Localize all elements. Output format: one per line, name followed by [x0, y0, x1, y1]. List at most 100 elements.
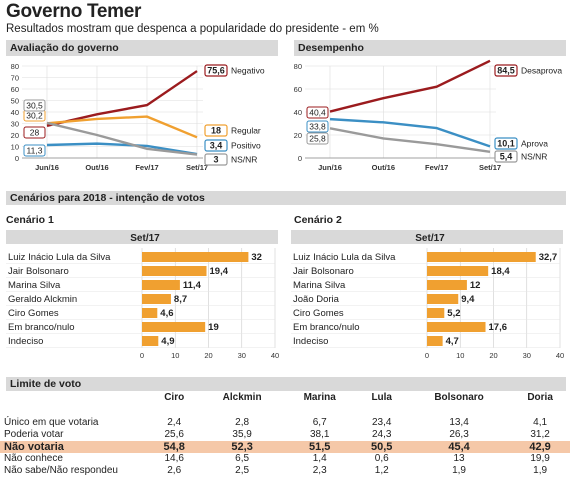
- candidate-label: Jair Bolsonaro: [293, 266, 354, 277]
- start-data-label: 30,5: [26, 101, 43, 111]
- start-data-label: 40,4: [309, 108, 326, 118]
- table-cell: 1,9: [533, 465, 548, 476]
- table-cell: 2,3: [312, 465, 327, 476]
- col-bolsonaro: Bolsonaro: [434, 392, 484, 403]
- candidate-label: Indeciso: [293, 336, 328, 347]
- x-tick-label: Fev/17: [135, 163, 158, 172]
- x-tick-label: Out/16: [372, 163, 395, 172]
- candidate-label: Indeciso: [8, 336, 43, 347]
- y-tick-label: 0: [298, 154, 302, 163]
- x-tick-label: 30: [523, 351, 531, 360]
- cenario1-title: Cenário 1: [6, 214, 54, 226]
- candidate-label: João Doria: [293, 294, 340, 305]
- y-tick-label: 10: [11, 143, 19, 152]
- x-tick-label: 40: [271, 351, 279, 360]
- y-tick-label: 60: [11, 85, 19, 94]
- candidate-label: Em branco/nulo: [293, 322, 360, 333]
- row-label: Não sabe/Não respondeu: [4, 465, 118, 476]
- y-tick-label: 20: [294, 131, 302, 140]
- y-tick-label: 40: [11, 108, 19, 117]
- table-cell: 35,9: [232, 429, 252, 440]
- end-label-box: [204, 153, 228, 166]
- table-cell: 23,4: [371, 417, 392, 428]
- start-data-label: 33,8: [309, 122, 326, 132]
- col-lula: Lula: [371, 392, 392, 403]
- x-tick-label: 20: [489, 351, 497, 360]
- x-tick-label: 20: [204, 351, 212, 360]
- col-doria: Doria: [527, 392, 553, 403]
- x-tick-label: Out/16: [85, 163, 108, 172]
- table-cell: 38,1: [309, 429, 330, 440]
- end-data-label: 5,4: [500, 152, 513, 162]
- y-tick-label: 50: [11, 97, 19, 106]
- table-cell: 45,4: [407, 441, 511, 453]
- start-label-box: [23, 126, 46, 139]
- section-desempenho-header: Desempenho: [294, 40, 566, 56]
- table-cell: 0,6: [374, 453, 389, 464]
- table-cell: 19,9: [530, 453, 550, 464]
- series-line-aprova: [329, 117, 491, 148]
- row-label: Não votaria: [0, 441, 148, 453]
- table-cell: 2,4: [167, 417, 182, 428]
- table-cell: 25,6: [164, 429, 184, 440]
- bar: [427, 280, 467, 290]
- series-line-nsnr: [329, 127, 491, 153]
- candidate-label: Geraldo Alckmin: [8, 294, 77, 305]
- period-strip: [6, 230, 278, 244]
- x-tick-label: Set/17: [479, 163, 501, 172]
- series-name-label: Aprova: [521, 139, 548, 149]
- start-label-box: [306, 120, 329, 133]
- table-cell: 4,1: [533, 417, 548, 428]
- table-cell: 31,2: [530, 429, 550, 440]
- bar: [142, 266, 207, 276]
- x-tick-label: 40: [556, 351, 564, 360]
- section-avaliacao-header: Avaliação do governo: [6, 40, 278, 56]
- x-tick-label: Fev/17: [425, 163, 448, 172]
- candidate-label: Marina Silva: [293, 280, 346, 291]
- start-label-box: [306, 106, 329, 119]
- period-strip: [291, 230, 563, 244]
- row-label: Poderia votar: [4, 429, 64, 440]
- bar: [427, 266, 489, 276]
- start-label-box: [306, 132, 329, 145]
- end-data-label: 10,1: [497, 139, 515, 149]
- bar: [427, 322, 486, 332]
- y-tick-label: 80: [11, 62, 19, 71]
- end-data-label: 3,4: [210, 141, 223, 151]
- bar-value-label: 5,2: [447, 308, 460, 319]
- candidate-label: Luiz Inácio Lula da Silva: [8, 252, 111, 263]
- series-name-label: Negativo: [231, 66, 265, 76]
- table-cell: 50,5: [355, 441, 408, 453]
- row-label: Não conhece: [4, 453, 63, 464]
- bar-value-label: 4,6: [160, 308, 173, 319]
- series-line-regular: [46, 115, 198, 139]
- start-data-label: 11,3: [27, 146, 43, 156]
- candidate-label: Marina Silva: [8, 280, 61, 291]
- candidate-label: Em branco/nulo: [8, 322, 75, 333]
- bar: [427, 308, 445, 318]
- end-data-label: 3: [213, 155, 218, 165]
- y-tick-label: 20: [11, 131, 19, 140]
- cenario1-bar-chart: Set/17 0 10 20 30 40 Luiz Inácio Lula da Silva…: [6, 230, 279, 360]
- candidate-label: Luiz Inácio Lula da Silva: [293, 252, 396, 263]
- table-cell: 1,4: [312, 453, 327, 464]
- end-data-label: 84,5: [497, 66, 515, 76]
- period-label: Set/17: [415, 233, 445, 244]
- table-row: Não sabe/Não respondeu 2,6 2,5 2,3 1,2 1,9 1,9: [0, 465, 570, 477]
- table-row: Não conhece 14,6 6,5 1,4 0,6 13 19,9: [0, 453, 570, 465]
- table-cell: 2,8: [235, 417, 250, 428]
- series-name-label: NS/NR: [231, 155, 257, 165]
- series-line-nsnr: [46, 121, 198, 156]
- series-line-desaprova: [329, 59, 491, 113]
- end-label-box: [494, 150, 518, 163]
- end-label-box: [204, 139, 228, 152]
- bar: [142, 336, 159, 346]
- end-label-box: [204, 124, 228, 137]
- y-tick-label: 60: [294, 85, 302, 94]
- candidate-label: Ciro Gomes: [293, 308, 344, 319]
- table-cell: 13: [453, 453, 465, 464]
- table-cell: 6,5: [235, 453, 250, 464]
- section-cenarios-header: Cenários para 2018 - intenção de votos: [6, 191, 566, 205]
- bar-value-label: 19,4: [210, 266, 229, 277]
- avaliacao-line-chart: 0 10 20 30 40 50 60 70 80 Jun/16 Out/16 Fev/17 Set/1…: [11, 62, 265, 172]
